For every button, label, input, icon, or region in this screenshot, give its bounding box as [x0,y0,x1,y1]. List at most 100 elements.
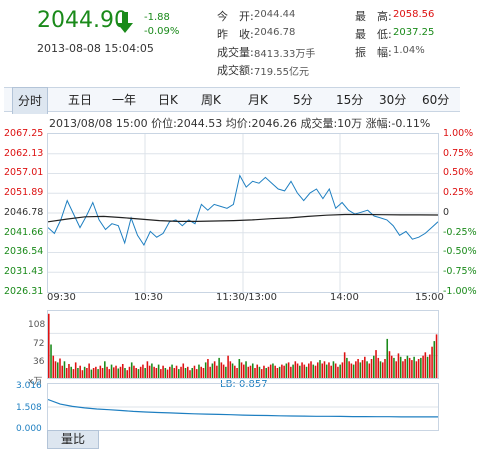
volume-bar [283,365,285,378]
low-label: 最 低: [355,28,392,41]
volume-bar [81,370,84,378]
volume-bar [256,364,259,378]
volume-bar [420,357,422,378]
volume-bar [178,369,180,378]
volume-bar [305,366,308,378]
volume-bar [350,363,353,378]
cursor-info-bar: 2013/08/08 15:00 价位:2044.53 均价:2046.26 成… [49,117,431,130]
volume-bar [202,368,205,378]
percent-tick-label: -1.00% [443,286,477,297]
volume-bar [70,366,72,378]
volume-bar [368,363,371,378]
time-tick-label: 15:00 [415,292,444,303]
volume-bar [106,366,108,378]
volume-bar [381,362,384,378]
volume-bar [193,365,196,378]
tab-weekly-k[interactable]: 周K [201,93,221,107]
high-value: 2058.56 [393,9,435,20]
open-value: 2044.44 [254,9,296,20]
volume-bar [74,362,77,378]
volume-bar [171,364,173,378]
volume-bar [88,363,90,378]
volume-bar [209,366,211,378]
volume-bar [388,351,391,378]
price-tick-label: 2067.25 [4,128,44,139]
volume-bar [314,365,317,378]
volume-bar [370,359,373,378]
volume-chart-area[interactable] [47,310,439,379]
volume-bar [222,364,225,378]
tab-15min[interactable]: 15分 [336,93,364,107]
tab-daily-k[interactable]: 日K [158,93,178,107]
tab-monthly-k[interactable]: 月K [248,93,268,107]
amplitude-label: 振 幅: [355,46,392,59]
volume-bar [359,362,362,378]
volume-bar [108,369,111,378]
volume-bar [294,361,297,379]
tab-60min[interactable]: 60分 [422,93,450,107]
volume-bar [332,361,335,379]
volume-bar [52,355,55,378]
volume-value: 8413.33万手 [254,49,316,60]
volume-bar [186,366,189,378]
volume-bar [211,363,214,378]
volume-bar [435,334,438,378]
volume-bar [200,366,202,378]
lb-chart-area[interactable] [47,383,439,431]
volume-unit-label: x万 [28,377,43,387]
volume-bar [155,368,158,378]
volume-bar [95,366,97,378]
volume-bar [386,338,389,378]
volume-bar [433,341,436,378]
volume-bar [274,365,276,378]
tab-30min[interactable]: 30分 [379,93,407,107]
volume-bar [59,358,61,378]
volume-bar [160,369,162,378]
volume-bar [361,360,364,378]
volume-tick-label: 108 [28,320,46,330]
volume-bar [377,357,380,378]
volume-bar [260,369,263,378]
volume-bar [408,357,411,378]
volume-bar [189,370,191,378]
volume-bar [413,356,415,378]
price-chart-area[interactable] [47,133,439,293]
volume-bar [384,359,386,378]
percent-tick-label: -0.25% [443,227,477,238]
volume-bar [50,344,52,378]
volume-bar [225,366,227,378]
volume-bar [415,361,418,379]
time-tick-label: 11:30/13:00 [216,292,278,303]
volume-bar [153,366,155,378]
tab-intraday[interactable]: 分时 [12,87,49,114]
volume-bar [276,368,279,378]
volume-bar [429,354,431,378]
volume-bar [99,365,102,378]
low-value: 2037.25 [393,27,435,38]
tab-five-day[interactable]: 五日 [68,93,93,107]
volume-bar [301,362,303,378]
volume-bar [249,365,252,378]
volume-bar [373,355,375,378]
lb-value-label: LB: 0.857 [220,379,268,390]
volume-bar [173,368,176,378]
volume-bar [424,352,427,378]
volume-bar [308,363,310,378]
volume-bar [195,369,198,378]
volume-bar [290,366,292,378]
price-chart [47,134,439,292]
volume-bar [135,368,137,378]
tab-volume-ratio[interactable]: 量比 [47,430,99,449]
down-arrow-icon [117,12,133,33]
tab-5min[interactable]: 5分 [293,93,313,107]
volume-bar [48,313,50,378]
current-price: 2044.90 [37,8,128,33]
volume-bar [243,364,245,378]
volume-bar [77,368,79,378]
lb-tick-label: 3.016 [16,381,42,391]
volume-bar [319,360,321,378]
tab-one-year[interactable]: 一年 [112,93,137,107]
period-tab-bar: 分时 五日 一年 日K 周K 月K 5分 15分 30分 60分 [4,87,460,114]
volume-bar [278,366,281,378]
volume-bar [146,361,149,379]
